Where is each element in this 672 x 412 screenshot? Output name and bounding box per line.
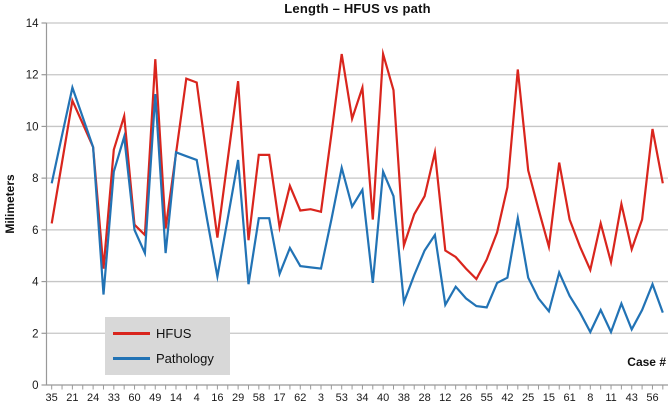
- x-axis-title: Case #: [627, 355, 666, 369]
- x-tick-label: 61: [563, 392, 575, 404]
- y-tick-label: 2: [32, 328, 38, 340]
- hfus-line: [50, 47, 664, 281]
- y-axis-title: Milimeters: [3, 174, 17, 234]
- chart-title: Length – HFUS vs path: [284, 1, 431, 16]
- x-tick-label: 58: [253, 392, 265, 404]
- hfus-line-swatch: [113, 332, 150, 336]
- x-tick-label: 33: [108, 392, 120, 404]
- x-tick-label: 3: [318, 392, 324, 404]
- legend-row-pathology: Pathology: [105, 351, 230, 366]
- legend-label-hfus: HFUS: [156, 326, 192, 342]
- y-tick-label: 6: [32, 225, 38, 237]
- x-tick-label: 15: [543, 392, 555, 404]
- x-tick-label: 24: [87, 392, 99, 404]
- x-tick-label: 40: [377, 392, 389, 404]
- pathology-line-swatch: [113, 356, 150, 360]
- x-tick-label: 8: [587, 392, 593, 404]
- x-tick-label: 14: [170, 392, 182, 404]
- y-tick-label: 14: [26, 18, 39, 30]
- x-tick-label: 26: [460, 392, 472, 404]
- x-tick-label: 56: [646, 392, 658, 404]
- x-tick-label: 29: [232, 392, 244, 404]
- x-tick-label: 4: [194, 392, 200, 404]
- y-tick-label: 12: [26, 70, 39, 82]
- y-tick-label: 10: [26, 121, 39, 133]
- x-tick-label: 28: [418, 392, 430, 404]
- x-tick-label: 12: [439, 392, 451, 404]
- legend-row-hfus: HFUS: [105, 326, 230, 341]
- x-tick-label: 53: [336, 392, 348, 404]
- x-tick-label: 38: [398, 392, 410, 404]
- y-tick-label: 4: [32, 277, 39, 289]
- x-tick-label: 16: [211, 392, 223, 404]
- y-tick-label: 0: [32, 380, 38, 392]
- y-tick-label: 8: [32, 173, 38, 185]
- x-tick-label: 43: [626, 392, 638, 404]
- x-tick-label: 11: [605, 392, 616, 404]
- x-tick-label: 34: [356, 392, 368, 404]
- x-tick-label: 49: [149, 392, 161, 404]
- legend: HFUS Pathology: [105, 317, 230, 375]
- legend-label-pathology: Pathology: [156, 350, 214, 366]
- x-tick-label: 55: [481, 392, 493, 404]
- x-tick-label: 62: [294, 392, 306, 404]
- x-tick-label: 60: [128, 392, 140, 404]
- x-tick-label: 25: [522, 392, 534, 404]
- x-tick-label: 21: [66, 392, 78, 404]
- x-tick-label: 35: [46, 392, 58, 404]
- x-tick-label: 42: [501, 392, 513, 404]
- pathology-line: [50, 83, 664, 335]
- x-tick-label: 17: [273, 392, 285, 404]
